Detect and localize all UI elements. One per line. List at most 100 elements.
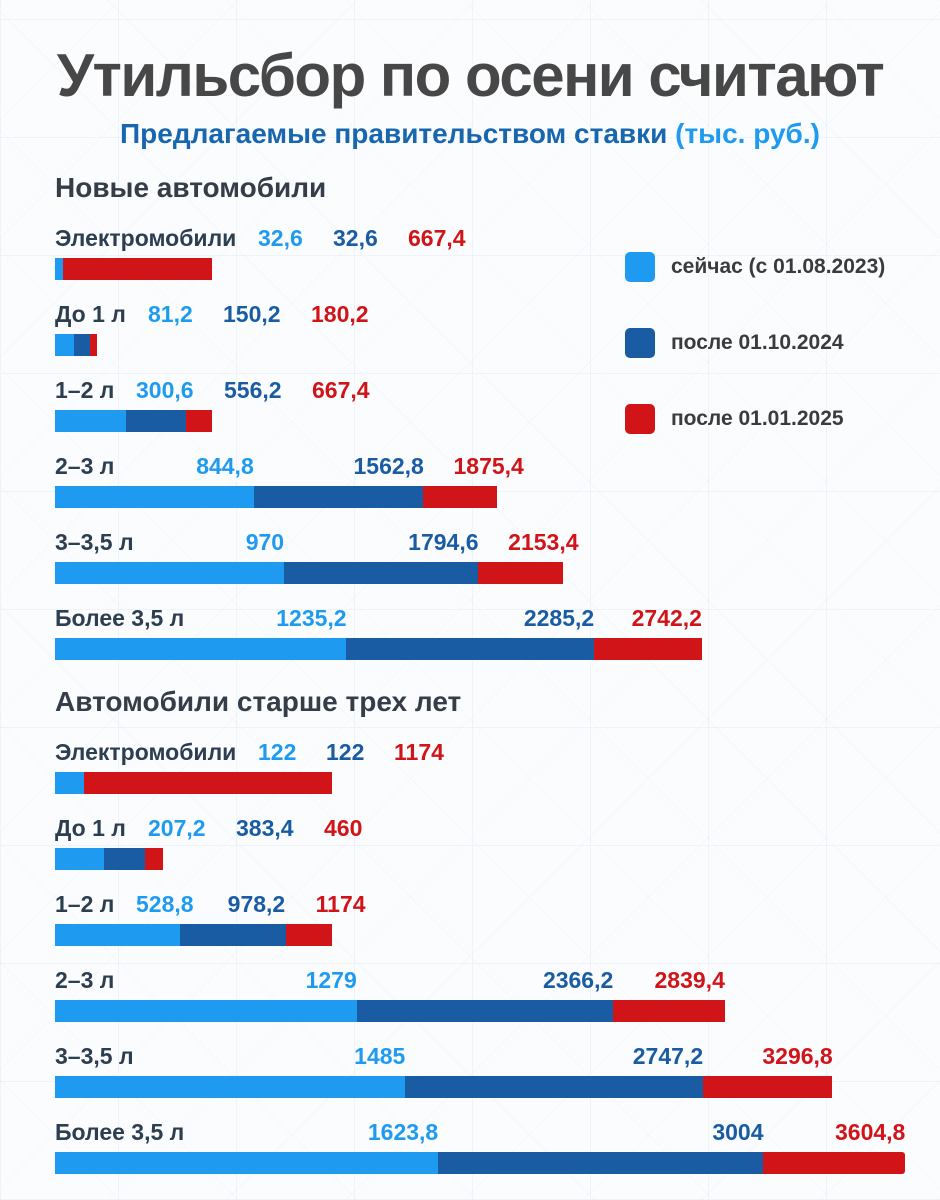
bar-segment-2025 (423, 486, 498, 508)
section-heading: Автомобили старше трех лет (55, 686, 462, 717)
value-label-2024: 1794,6 (408, 529, 479, 555)
bar-segment-2025 (145, 848, 164, 870)
bar-segment-now (55, 486, 255, 508)
bar-segment-2025 (763, 1152, 905, 1174)
category-label: 3–3,5 л (55, 1043, 134, 1069)
legend-label-2025: после 01.01.2025 (671, 407, 844, 430)
bar-segment-now (55, 410, 126, 432)
row-label-line: 3–3,5 л 1485 2747,2 3296,8 (55, 1041, 905, 1071)
category-label: 2–3 л (55, 453, 115, 479)
value-label-2024: 2366,2 (542, 967, 614, 993)
category-label: 2–3 л (55, 967, 115, 993)
legend: сейчас (с 01.08.2023) после 01.10.2024 п… (625, 252, 885, 480)
category-label: 1–2 л (55, 891, 115, 917)
stacked-bar (55, 1152, 905, 1174)
value-label-now: 844,8 (196, 453, 254, 479)
bar-segment-2025 (593, 638, 702, 660)
bar-segment-2024 (346, 638, 594, 660)
bar-segment-2025 (62, 258, 213, 280)
value-label-now: 32,6 (258, 225, 303, 251)
bar-segment-2025 (90, 334, 98, 356)
stacked-bar (55, 638, 905, 660)
stacked-bar (55, 486, 905, 508)
value-label-2025: 2742,2 (631, 605, 702, 631)
legend-label-now: сейчас (с 01.08.2023) (671, 255, 886, 278)
stacked-bar (55, 1076, 905, 1098)
bar-segment-2024 (74, 334, 91, 356)
value-label-2024: 1562,8 (353, 453, 424, 479)
chart-row: Электромобили 122 122 1174 (55, 737, 905, 794)
chart-body: Новые автомобили Электромобили 32,6 32,6 667… (55, 172, 905, 1174)
bar-segment-now (55, 334, 75, 356)
category-label: До 1 л (55, 815, 126, 841)
value-label-2024: 3004 (712, 1119, 764, 1145)
chart-section: Новые автомобили Электромобили 32,6 32,6 667… (55, 172, 905, 660)
row-label-line: 1–2 л 300,6 556,2 667,4 (55, 375, 905, 405)
row-label-line: До 1 л 81,2 150,2 180,2 (55, 299, 905, 329)
bar-segment-now (55, 1152, 438, 1174)
stacked-bar (55, 334, 905, 356)
value-label-2025: 3604,8 (835, 1119, 906, 1145)
row-label-line: Более 3,5 л 1623,8 3004 3604,8 (55, 1117, 905, 1147)
value-label-2024: 556,2 (224, 377, 282, 403)
bar-segment-2025 (83, 772, 332, 794)
bar-segment-now (55, 638, 347, 660)
bar-segment-2024 (125, 410, 187, 432)
value-label-2025: 667,4 (312, 377, 370, 403)
row-label-line: 2–3 л 844,8 1562,8 1875,4 (55, 451, 905, 481)
category-label: 3–3,5 л (55, 529, 134, 555)
legend-swatch-now-icon (625, 252, 655, 282)
legend-swatch-2025-icon (625, 404, 655, 434)
row-label-line: 1–2 л 528,8 978,2 1174 (55, 889, 905, 919)
bar-segment-now (55, 924, 180, 946)
chart-row: 2–3 л 844,8 1562,8 1875,4 (55, 451, 905, 508)
bar-segment-2025 (478, 562, 563, 584)
bar-segment-2024 (283, 562, 479, 584)
legend-item-2025: после 01.01.2025 (625, 404, 885, 434)
stacked-bar (55, 848, 905, 870)
chart-row: 3–3,5 л 1485 2747,2 3296,8 (55, 1041, 905, 1098)
value-label-2025: 1174 (394, 739, 444, 765)
value-label-2024: 383,4 (236, 815, 294, 841)
value-label-2024: 2747,2 (632, 1043, 704, 1069)
row-label-line: До 1 л 207,2 383,4 460 (55, 813, 905, 843)
row-label-line: Более 3,5 л 1235,2 2285,2 2742,2 (55, 603, 905, 633)
value-label-now: 528,8 (136, 891, 194, 917)
value-label-now: 1235,2 (276, 605, 347, 631)
row-label-line: Электромобили 32,6 32,6 667,4 (55, 223, 905, 253)
chart-row: 2–3 л 1279 2366,2 2839,4 (55, 965, 905, 1022)
bar-segment-2024 (437, 1152, 764, 1174)
value-label-2025: 2839,4 (654, 967, 725, 993)
stacked-bar (55, 410, 905, 432)
value-label-2024: 150,2 (223, 301, 281, 327)
value-label-2025: 1174 (315, 891, 366, 917)
bar-segment-now (55, 258, 63, 280)
value-label-2024: 978,2 (227, 891, 286, 917)
legend-item-now: сейчас (с 01.08.2023) (625, 252, 885, 282)
value-label-2025: 667,4 (408, 225, 466, 251)
bar-segment-2025 (702, 1076, 833, 1098)
value-label-2024: 2285,2 (523, 605, 595, 631)
bar-segment-2025 (612, 1000, 725, 1022)
category-label: До 1 л (55, 301, 126, 327)
bar-segment-2024 (179, 924, 286, 946)
category-label: 1–2 л (55, 377, 115, 403)
value-label-2025: 460 (324, 815, 363, 841)
stacked-bar (55, 562, 905, 584)
chart-subtitle: Предлагаемые правительством ставки (тыс.… (45, 118, 895, 150)
bar-segment-now (55, 1076, 406, 1098)
category-label: Более 3,5 л (55, 605, 185, 631)
bar-segment-2024 (356, 1000, 613, 1022)
bar-segment-now (55, 1000, 357, 1022)
value-label-2024: 122 (326, 739, 365, 765)
value-label-now: 970 (245, 529, 285, 555)
chart-row: Электромобили 32,6 32,6 667,4 (55, 223, 905, 280)
chart-row: 1–2 л 528,8 978,2 1174 (55, 889, 905, 946)
bar-segment-now (55, 772, 84, 794)
bar-segment-2024 (405, 1076, 703, 1098)
chart-section: Автомобили старше трех лет Электромобили 1… (55, 686, 905, 1174)
chart-title: Утильсбор по осени считают (56, 42, 885, 109)
value-label-now: 1485 (354, 1043, 406, 1069)
chart-row: 3–3,5 л 970 1794,6 2153,4 (55, 527, 905, 584)
category-label: Электромобили (55, 225, 237, 251)
